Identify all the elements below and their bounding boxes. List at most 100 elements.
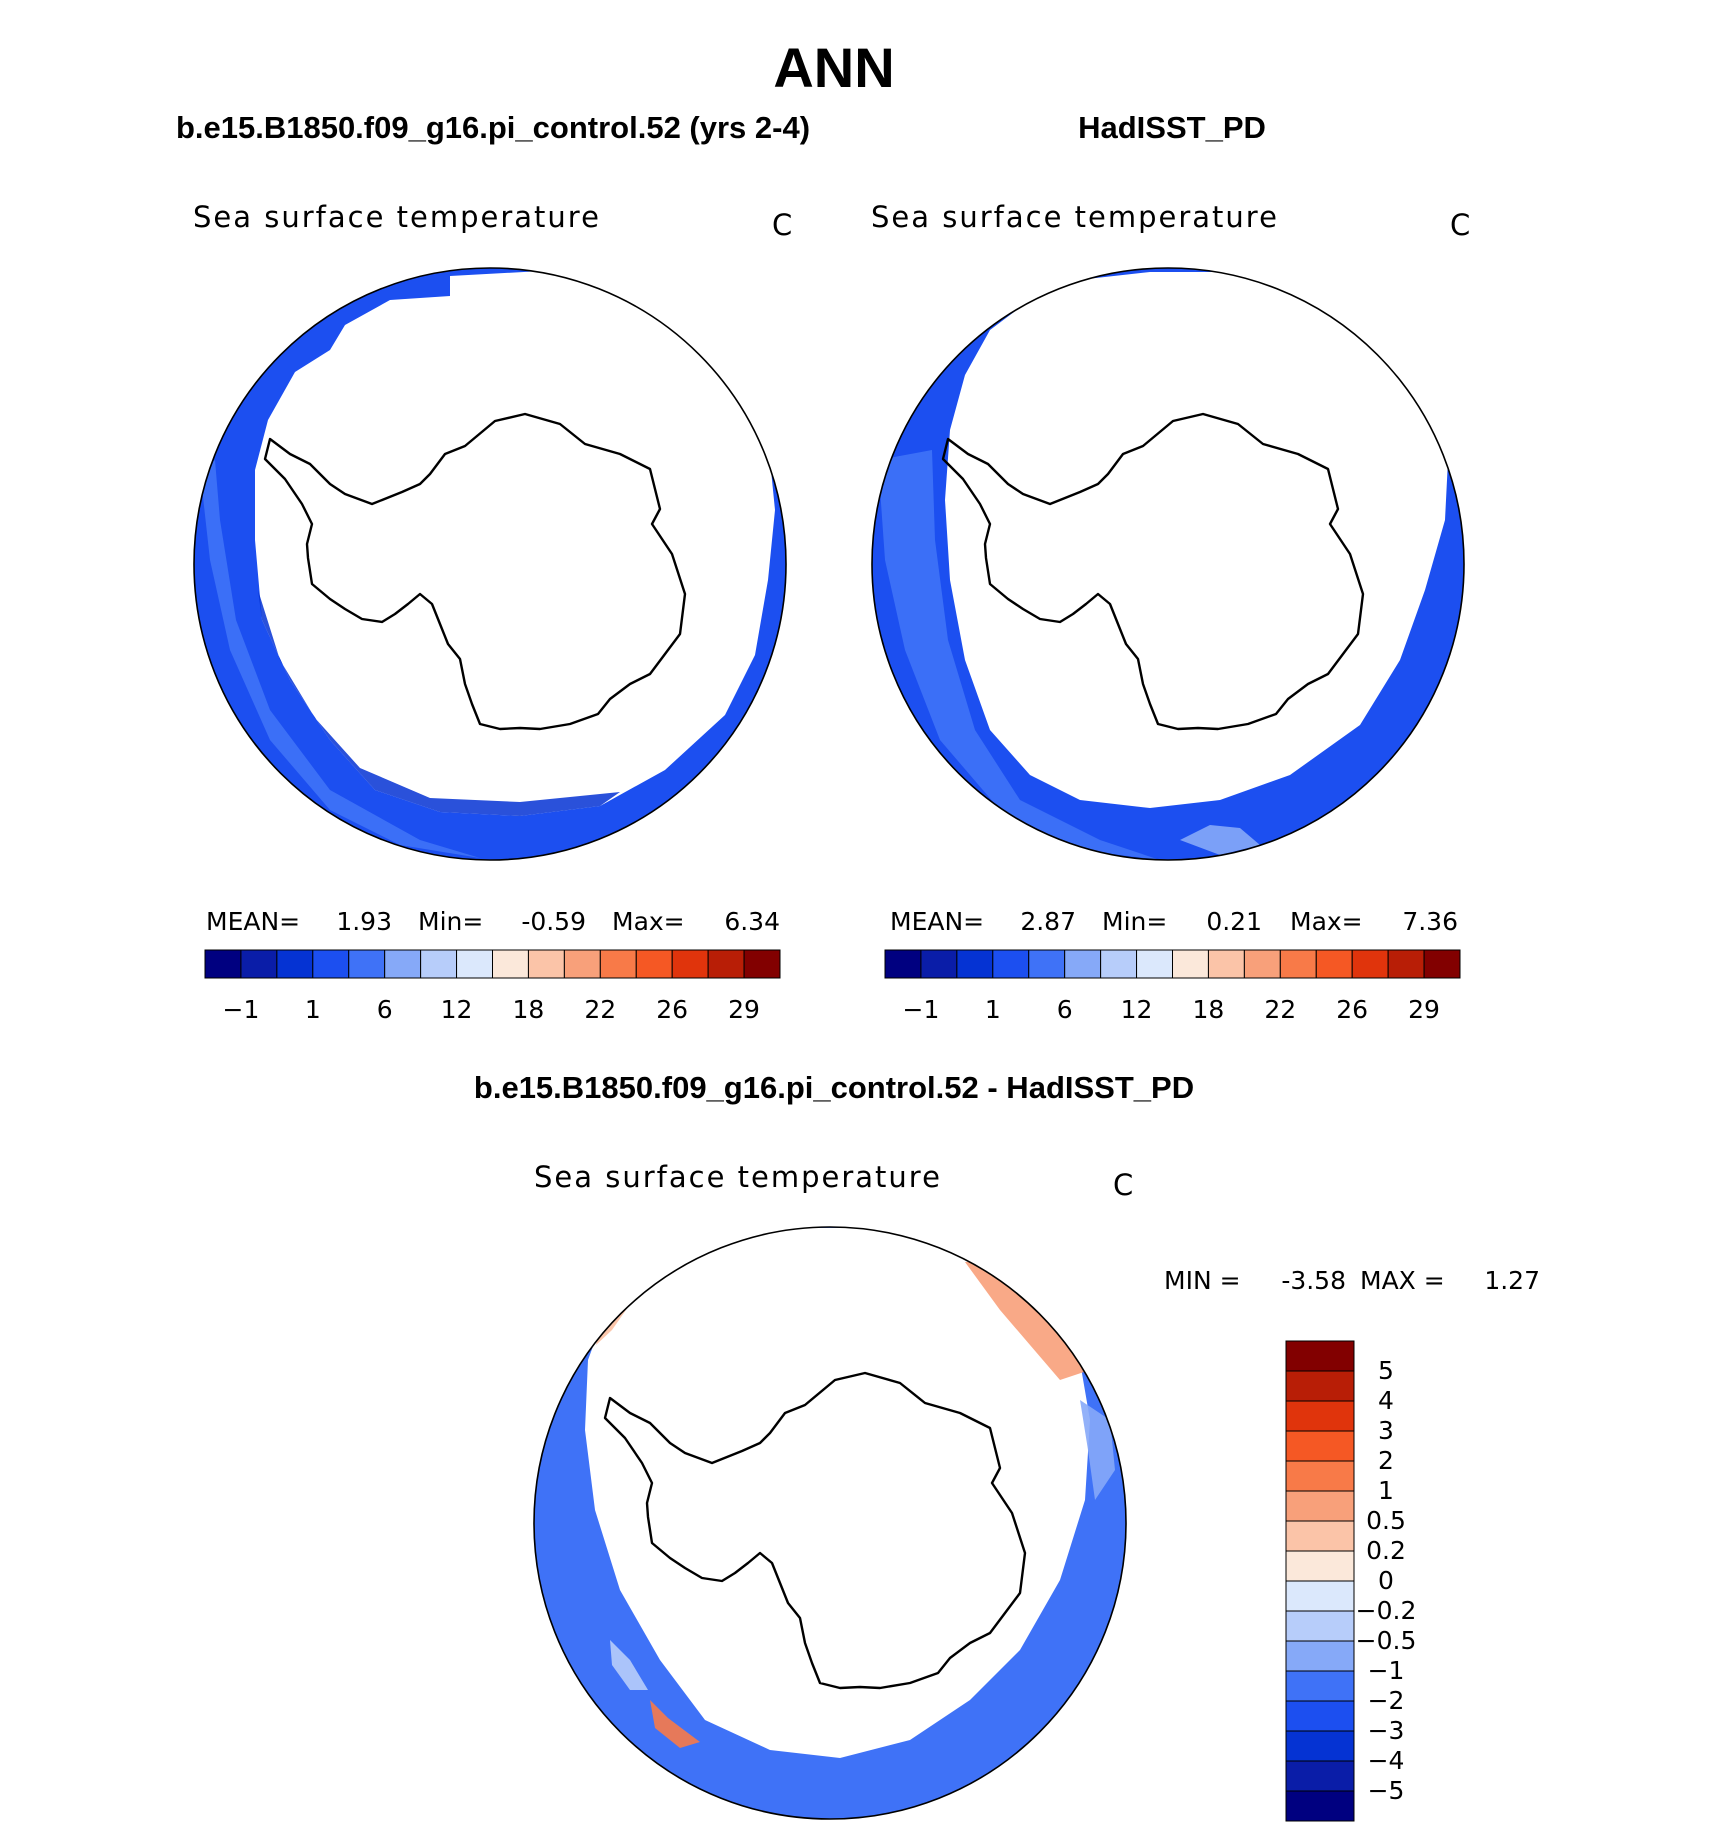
diff-colorbar-tick-label: 3	[1378, 1416, 1394, 1445]
obs-colorbar-tick-label: 29	[1408, 995, 1440, 1024]
diff-colorbar-swatch	[1285, 1430, 1355, 1462]
diff-sst-panel: Sea surface temperature C	[533, 1160, 1133, 1820]
obs-max-label: Max=	[1290, 907, 1363, 936]
model-min-value: -0.59	[521, 907, 586, 936]
obs-mean-value: 2.87	[1020, 907, 1076, 936]
model-colorbar-swatch	[635, 949, 673, 979]
diff-colorbar-tick-label: −2	[1368, 1686, 1405, 1715]
model-colorbar-tick-label: 18	[513, 995, 545, 1024]
diff-map-outline	[533, 1226, 1127, 1820]
obs-min-label: Min=	[1102, 907, 1167, 936]
model-colorbar-swatch	[348, 949, 386, 979]
model-map-outline	[193, 267, 787, 861]
model-colorbar-tick-label: 26	[656, 995, 688, 1024]
diff-colorbar-swatch	[1285, 1340, 1355, 1372]
obs-colorbar-tick-label: 1	[985, 995, 1001, 1024]
diff-colorbar-swatch	[1285, 1700, 1355, 1732]
diff-max-value: 1.27	[1484, 1266, 1540, 1295]
obs-units-label: C	[1450, 208, 1470, 242]
obs-colorbar-tick-label: 12	[1121, 995, 1153, 1024]
obs-stats: MEAN= 2.87 Min= 0.21 Max= 7.36	[890, 907, 1458, 936]
obs-colorbar-swatch	[956, 949, 994, 979]
obs-mean-label: MEAN=	[890, 907, 984, 936]
diff-colorbar-swatch	[1285, 1790, 1355, 1822]
diff-antarctica-coastline	[603, 1371, 1027, 1690]
obs-light-patch	[1180, 825, 1260, 855]
diff-colorbar-tick-label: −0.2	[1356, 1596, 1417, 1625]
model-colorbar-swatch	[240, 949, 278, 979]
obs-colorbar-tick-label: 6	[1057, 995, 1073, 1024]
model-colorbar-tick-label: −1	[223, 995, 260, 1024]
diff-field-label: Sea surface temperature	[534, 1160, 942, 1194]
diff-stats: MIN = -3.58 MAX = 1.27	[1164, 1266, 1540, 1295]
model-antarctica-coastline	[263, 412, 687, 731]
obs-colorbar-tick-label: 22	[1264, 995, 1296, 1024]
diff-colorbar-swatch	[1285, 1760, 1355, 1792]
obs-colorbar-swatch	[1351, 949, 1389, 979]
diff-light-patch-sw	[610, 1640, 648, 1690]
model-units-label: C	[772, 208, 792, 242]
obs-colorbar-swatch	[1315, 949, 1353, 979]
model-sst-panel: Sea surface temperature C	[193, 200, 792, 861]
model-colorbar-tick-label: 12	[441, 995, 473, 1024]
obs-min-value: 0.21	[1206, 907, 1262, 936]
model-colorbar-tick-label: 22	[584, 995, 616, 1024]
model-colorbar-swatch	[276, 949, 314, 979]
model-cold-band	[258, 590, 620, 816]
obs-colorbar: −1 1 6 12 18 22 26 29	[884, 949, 1461, 1024]
diff-colorbar-tick-label: 1	[1378, 1476, 1394, 1505]
diff-panel-title: b.e15.B1850.f09_g16.pi_control.52 - HadI…	[474, 1070, 1194, 1105]
model-colorbar-tick-label: 1	[305, 995, 321, 1024]
model-stats: MEAN= 1.93 Min= -0.59 Max= 6.34	[206, 907, 780, 936]
diff-colorbar-tick-label: 5	[1378, 1356, 1394, 1385]
diff-colorbar-tick-label: −4	[1368, 1746, 1405, 1775]
diff-colorbar-swatch	[1285, 1580, 1355, 1612]
diff-colorbar-swatch	[1285, 1520, 1355, 1552]
diff-light-patch-e	[1080, 1400, 1115, 1500]
season-title: ANN	[773, 36, 894, 99]
diff-positive-patch-ne	[965, 1262, 1090, 1380]
obs-colorbar-swatch	[1172, 949, 1209, 979]
model-colorbar-tick-label: 29	[728, 995, 760, 1024]
obs-colorbar-swatch	[1423, 949, 1461, 979]
obs-colorbar-swatch	[884, 949, 922, 979]
model-mean-label: MEAN=	[206, 907, 300, 936]
obs-colorbar-swatch	[1028, 949, 1066, 979]
diff-colorbar-swatch	[1285, 1640, 1355, 1672]
obs-colorbar-swatch	[1279, 949, 1317, 979]
model-colorbar-swatch	[707, 949, 745, 979]
model-field-label: Sea surface temperature	[193, 200, 601, 234]
obs-colorbar-tick-label: 18	[1193, 995, 1225, 1024]
obs-colorbar-tick-label: −1	[903, 995, 940, 1024]
diff-colorbar-swatch	[1285, 1370, 1355, 1402]
diff-units-label: C	[1113, 1168, 1133, 1202]
obs-sst-panel: Sea surface temperature C	[871, 200, 1470, 861]
obs-colorbar-swatch	[920, 949, 958, 979]
obs-colorbar-swatch	[1243, 949, 1281, 979]
diff-colorbar-tick-label: 0.2	[1366, 1536, 1406, 1565]
diff-colorbar-tick-label: −5	[1368, 1776, 1405, 1805]
model-colorbar-swatch	[384, 949, 422, 979]
obs-colorbar-swatch	[992, 949, 1030, 979]
diff-colorbar-swatch	[1285, 1670, 1355, 1702]
model-colorbar-swatch	[492, 949, 529, 979]
diff-colorbar-swatch	[1285, 1490, 1355, 1522]
diff-positive-patch-sw	[650, 1700, 700, 1748]
diff-min-label: MIN =	[1164, 1266, 1241, 1295]
model-colorbar: −1 1 6 12 18 22 26 29	[204, 949, 781, 1024]
model-colorbar-swatch	[527, 949, 565, 979]
diff-colorbar-swatch	[1285, 1400, 1355, 1432]
model-mean-value: 1.93	[336, 907, 392, 936]
model-sst-map	[194, 268, 786, 860]
diff-colorbar-tick-label: −0.5	[1356, 1626, 1417, 1655]
diff-sst-map	[534, 1227, 1126, 1819]
diff-colorbar-tick-label: 4	[1378, 1386, 1394, 1415]
model-colorbar-swatch	[312, 949, 350, 979]
diff-colorbar-tick-label: 0.5	[1366, 1506, 1406, 1535]
diff-colorbar-tick-label: −3	[1368, 1716, 1405, 1745]
model-colorbar-tick-label: 6	[377, 995, 393, 1024]
model-colorbar-swatch	[671, 949, 709, 979]
model-colorbar-swatch	[563, 949, 601, 979]
obs-warm-band	[878, 450, 1160, 860]
